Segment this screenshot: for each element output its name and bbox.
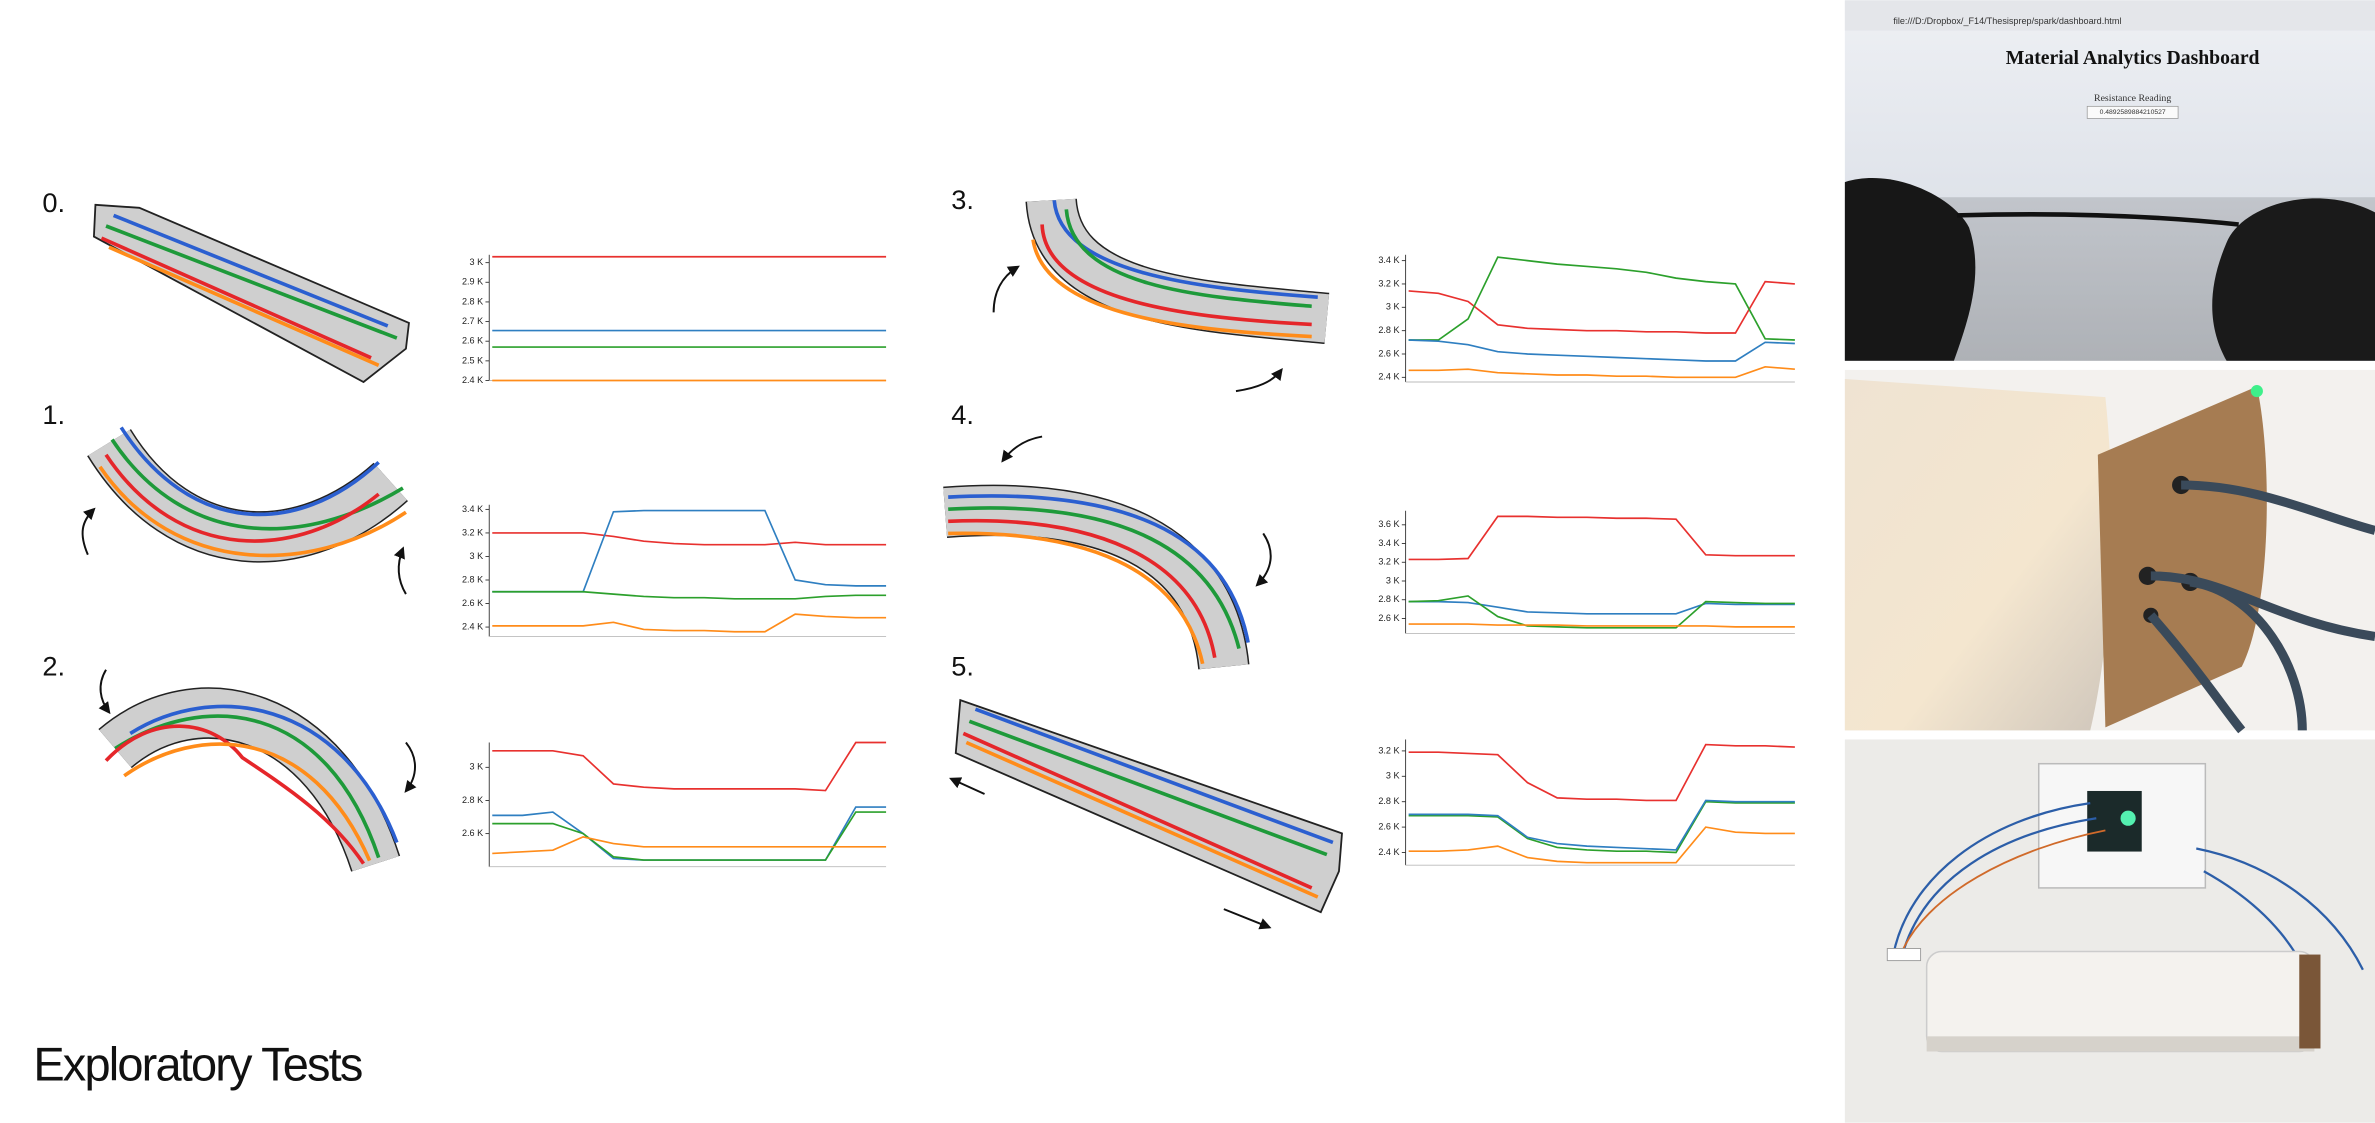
line-chart: 5. 3.2 K 3 K 2.8 K 2.6 K 2.4 K	[951, 650, 1795, 866]
series-line	[1408, 800, 1795, 854]
y-tick-label: 2.4 K	[462, 621, 483, 631]
y-tick-label: 2.8 K	[462, 574, 483, 584]
beam-2	[98, 669, 417, 872]
reading-value: 0.4892589884210527	[2100, 109, 2166, 116]
line-chart: 1. 3.4 K 3.2 K 3 K 2.8 K 2.6 K 2.4 K	[42, 399, 887, 637]
charts: 0.3 K2.9 K2.8 K2.7 K2.6 K2.5 K2.4 K1.3.4…	[42, 184, 1795, 868]
y-tick-label: 3.4 K	[1378, 538, 1399, 548]
line-chart: 4. 3.6 K 3.4 K 3.2 K 3 K 2.8 K 2.6 K	[951, 399, 1795, 634]
photo-dashboard: file:///D:/Dropbox/_F14/Thesisprep/spark…	[1844, 0, 2375, 361]
y-tick-label: 2.8 K	[462, 296, 483, 306]
panel-label: 4.	[951, 399, 974, 430]
line-chart: 0. 3 K 2.9 K 2.8 K 2.7 K 2.6 K 2.5 K 2.4 K	[42, 187, 887, 385]
y-tick-label: 3.6 K	[1378, 519, 1399, 529]
y-tick-label: 3 K	[470, 762, 484, 772]
url-text: file:///D:/Dropbox/_F14/Thesisprep/spark…	[1893, 16, 2121, 26]
panel-label: 3.	[951, 184, 974, 215]
series-line	[492, 836, 887, 855]
y-tick-label: 2.8 K	[462, 795, 483, 805]
beam-4	[943, 435, 1272, 671]
beam-5	[949, 698, 1343, 930]
series-line	[1408, 595, 1795, 629]
series-line	[1408, 600, 1795, 615]
y-tick-label: 2.6 K	[462, 828, 483, 838]
y-tick-label: 2.6 K	[462, 598, 483, 608]
series-line	[1408, 365, 1795, 379]
y-tick-label: 2.7 K	[462, 316, 483, 326]
y-tick-label: 3 K	[470, 257, 484, 267]
y-tick-label: 2.5 K	[462, 355, 483, 365]
series-line	[1408, 799, 1795, 851]
y-tick-label: 3 K	[1386, 575, 1400, 585]
y-tick-label: 3.2 K	[1378, 745, 1399, 755]
y-tick-label: 3 K	[1386, 302, 1400, 312]
photo-prototype	[1844, 739, 2375, 1123]
reading-label: Resistance Reading	[2094, 93, 2171, 104]
dashboard-heading: Material Analytics Dashboard	[2006, 47, 2260, 69]
y-tick-label: 2.6 K	[462, 336, 483, 346]
y-tick-label: 3.4 K	[462, 504, 483, 514]
y-tick-label: 2.4 K	[1378, 847, 1399, 857]
series-line	[1408, 743, 1795, 802]
y-tick-label: 2.9 K	[462, 277, 483, 287]
figure-title: Exploratory Tests	[33, 1038, 362, 1091]
y-tick-label: 3.2 K	[1378, 278, 1399, 288]
beam-illustrations	[81, 197, 1343, 930]
beam-1	[81, 426, 408, 595]
y-tick-label: 2.6 K	[1378, 822, 1399, 832]
panel-label: 0.	[42, 187, 65, 218]
y-tick-label: 2.8 K	[1378, 796, 1399, 806]
y-tick-label: 3.4 K	[1378, 255, 1399, 265]
panel-label: 5.	[951, 650, 974, 681]
photo-sensor	[1844, 369, 2375, 734]
panel-label: 2.	[42, 650, 65, 681]
y-tick-label: 3 K	[470, 551, 484, 561]
series-line	[1408, 280, 1795, 334]
beam-0	[92, 203, 410, 384]
y-tick-label: 2.8 K	[1378, 594, 1399, 604]
series-line	[492, 613, 887, 633]
y-tick-label: 2.4 K	[462, 375, 483, 385]
y-tick-label: 2.6 K	[1378, 348, 1399, 358]
series-line	[1408, 826, 1795, 864]
series-line	[492, 532, 887, 546]
series-line	[492, 509, 887, 593]
y-tick-label: 3 K	[1386, 771, 1400, 781]
beam-3	[992, 197, 1330, 393]
series-line	[1408, 623, 1795, 628]
series-line	[492, 741, 887, 792]
series-line	[1408, 515, 1795, 561]
y-tick-label: 2.6 K	[1378, 613, 1399, 623]
y-tick-label: 2.4 K	[1378, 372, 1399, 382]
line-chart: 2. 3 K 2.8 K 2.6 K	[42, 650, 887, 868]
series-line	[492, 590, 887, 600]
photos: file:///D:/Dropbox/_F14/Thesisprep/spark…	[1844, 0, 2375, 1123]
line-chart: 3. 3.4 K 3.2 K 3 K 2.8 K 2.6 K 2.4 K	[951, 184, 1795, 383]
series-line	[492, 811, 887, 861]
y-tick-label: 2.8 K	[1378, 325, 1399, 335]
y-tick-label: 3.2 K	[462, 527, 483, 537]
panel-label: 1.	[42, 399, 65, 430]
y-tick-label: 3.2 K	[1378, 557, 1399, 567]
series-line	[1408, 339, 1795, 362]
series-line	[492, 806, 887, 861]
series-line	[1408, 256, 1795, 341]
